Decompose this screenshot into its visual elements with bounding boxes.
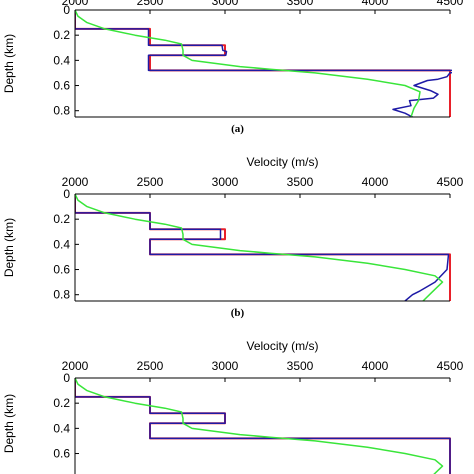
- y-axis-label: Depth (km): [2, 34, 16, 93]
- series-line-3: [75, 194, 444, 301]
- panel-label: (a): [231, 123, 244, 135]
- y-tick-label: 0.2: [53, 396, 70, 410]
- x-tick-label: 3000: [212, 175, 239, 189]
- series-line-2: [75, 10, 452, 117]
- series-line-2: [75, 378, 451, 474]
- series-line-1: [75, 10, 451, 117]
- x-tick-label: 3000: [212, 359, 239, 373]
- y-tick-label: 0.6: [53, 263, 70, 277]
- series-line-1: [75, 194, 451, 301]
- x-tick-label: 2500: [137, 0, 164, 8]
- x-tick-label: 2500: [137, 359, 164, 373]
- x-tick-label: 4000: [362, 0, 389, 8]
- y-tick-label: 0.4: [53, 421, 70, 435]
- y-tick-label: 0: [63, 371, 70, 385]
- y-tick-label: 0: [63, 187, 70, 201]
- y-axis-label: Depth (km): [2, 394, 16, 453]
- x-tick-label: 2000: [62, 0, 89, 8]
- y-tick-label: 0.8: [53, 288, 70, 302]
- y-tick-label: 0.2: [53, 28, 70, 42]
- x-tick-label: 3500: [287, 175, 314, 189]
- x-axis-label: Velocity (m/s): [246, 339, 318, 353]
- x-tick-label: 2000: [62, 359, 89, 373]
- x-tick-label: 3000: [212, 0, 239, 8]
- panel-label: (b): [231, 307, 245, 319]
- y-tick-label: 0.6: [53, 79, 70, 93]
- x-tick-label: 4000: [362, 175, 389, 189]
- series-line-2: [75, 194, 450, 301]
- y-tick-label: 0.4: [53, 237, 70, 251]
- x-tick-label: 4500: [437, 0, 464, 8]
- y-axis-label: Depth (km): [2, 218, 16, 277]
- y-tick-label: 0.2: [53, 212, 70, 226]
- series-line-3: [75, 10, 421, 117]
- x-tick-label: 2000: [62, 175, 89, 189]
- y-tick-label: 0: [63, 3, 70, 17]
- x-tick-label: 3500: [287, 359, 314, 373]
- series-line-1: [75, 378, 451, 474]
- y-tick-label: 0.8: [53, 104, 70, 118]
- x-tick-label: 4500: [437, 175, 464, 189]
- x-tick-label: 3500: [287, 0, 314, 8]
- x-tick-label: 4000: [362, 359, 389, 373]
- y-tick-label: 0.4: [53, 53, 70, 67]
- series-line-3: [75, 378, 444, 474]
- chart-panel-2: 2000 2500 3000 3500 4000 4500 0 0.2 0.4 0.6 0.8 Vel…: [2, 155, 464, 319]
- x-tick-label: 4500: [437, 359, 464, 373]
- y-tick-label: 0.6: [53, 447, 70, 461]
- chart-panel-1: 2000 2500 3000 3500 4000 4500 0 0.2 0.4 0.6 0.8 Dep…: [2, 0, 464, 135]
- chart-panel-3: 2000 2500 3000 3500 4000 4500 0 0.2 0.4 0.6 Veloci…: [2, 339, 464, 474]
- x-axis-label: Velocity (m/s): [246, 155, 318, 169]
- x-tick-label: 2500: [137, 175, 164, 189]
